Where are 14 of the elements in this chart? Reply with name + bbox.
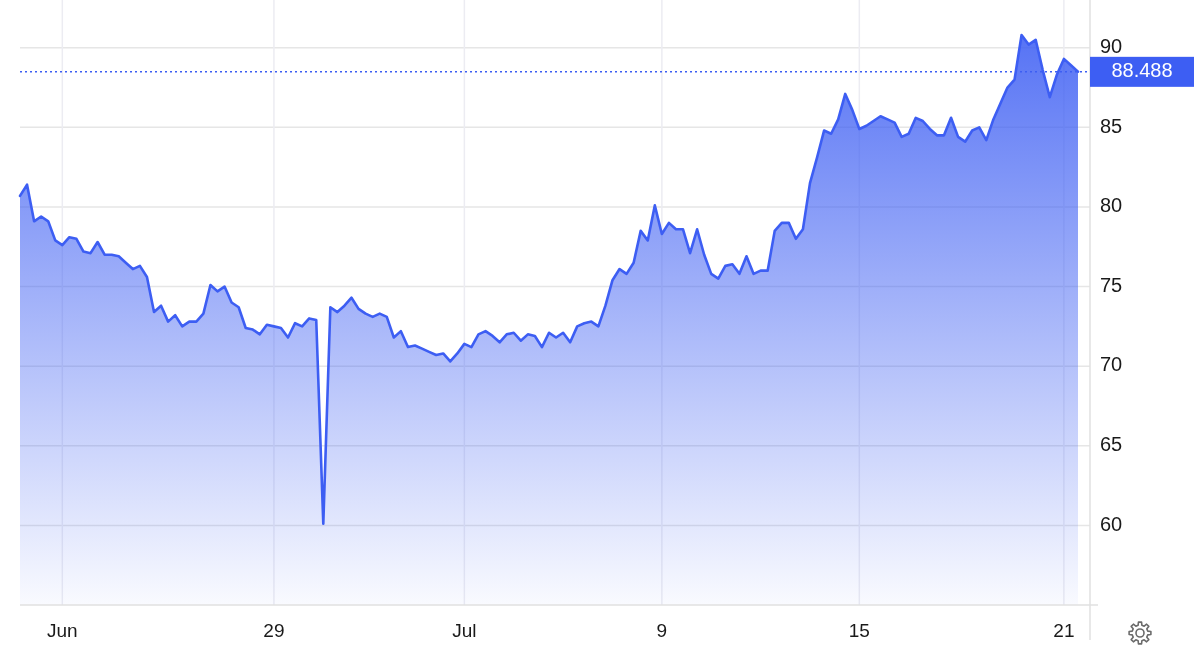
x-tick-label: 9 bbox=[656, 620, 668, 642]
y-tick-label: 75 bbox=[1100, 273, 1123, 296]
ref-line-label: 88.488 bbox=[1111, 59, 1173, 82]
y-tick-label: 80 bbox=[1100, 194, 1123, 217]
x-tick-label: Jun bbox=[47, 620, 78, 642]
x-tick-label: 21 bbox=[1053, 620, 1075, 642]
y-tick-label: 85 bbox=[1100, 114, 1123, 137]
y-tick-label: 65 bbox=[1100, 433, 1123, 456]
x-tick-label: Jul bbox=[452, 620, 477, 642]
y-tick-label: 60 bbox=[1100, 512, 1123, 535]
x-tick-label: 15 bbox=[848, 620, 870, 642]
x-tick-label: 29 bbox=[263, 620, 285, 642]
y-tick-label: 70 bbox=[1100, 353, 1123, 376]
y-tick-label: 90 bbox=[1100, 35, 1123, 58]
